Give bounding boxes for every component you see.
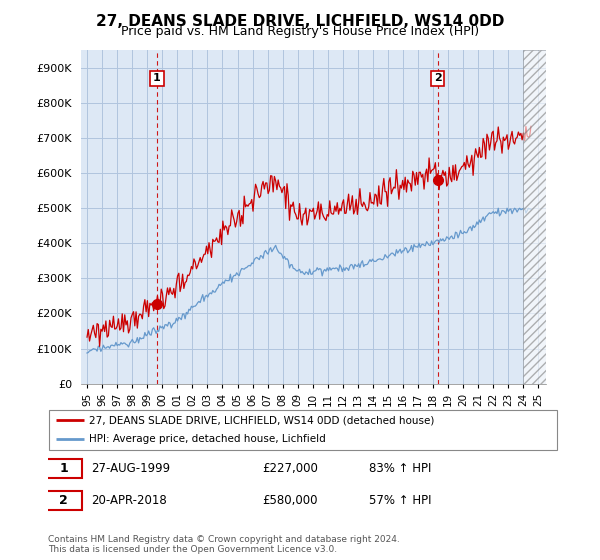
Text: 83% ↑ HPI: 83% ↑ HPI: [370, 462, 431, 475]
Text: 27, DEANS SLADE DRIVE, LICHFIELD, WS14 0DD: 27, DEANS SLADE DRIVE, LICHFIELD, WS14 0…: [96, 14, 504, 29]
Bar: [523, 50, 546, 384]
Text: 57% ↑ HPI: 57% ↑ HPI: [370, 494, 432, 507]
Text: HPI: Average price, detached house, Lichfield: HPI: Average price, detached house, Lich…: [89, 435, 326, 445]
FancyBboxPatch shape: [49, 410, 557, 450]
FancyBboxPatch shape: [46, 491, 82, 510]
Text: 1: 1: [153, 73, 161, 83]
Text: 2: 2: [59, 494, 68, 507]
Text: Contains HM Land Registry data © Crown copyright and database right 2024.
This d: Contains HM Land Registry data © Crown c…: [48, 535, 400, 554]
Text: 27, DEANS SLADE DRIVE, LICHFIELD, WS14 0DD (detached house): 27, DEANS SLADE DRIVE, LICHFIELD, WS14 0…: [89, 415, 434, 425]
Text: 1: 1: [59, 462, 68, 475]
Text: 27-AUG-1999: 27-AUG-1999: [91, 462, 170, 475]
Text: 2: 2: [434, 73, 442, 83]
Text: £227,000: £227,000: [262, 462, 318, 475]
Text: Price paid vs. HM Land Registry's House Price Index (HPI): Price paid vs. HM Land Registry's House …: [121, 25, 479, 38]
Text: £580,000: £580,000: [262, 494, 318, 507]
Text: 20-APR-2018: 20-APR-2018: [91, 494, 167, 507]
FancyBboxPatch shape: [46, 459, 82, 478]
